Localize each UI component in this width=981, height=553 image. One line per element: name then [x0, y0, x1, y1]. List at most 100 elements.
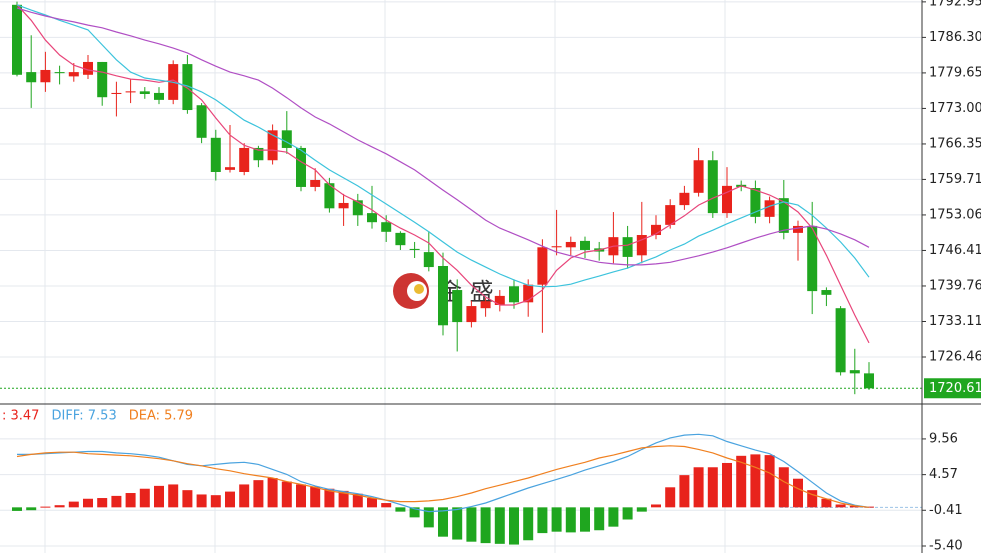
y-tick-label: 1746.41	[929, 243, 981, 258]
y-tick-label: 1792.95	[929, 0, 981, 9]
histogram-bar	[679, 475, 690, 508]
candle-body	[793, 225, 803, 233]
histogram-bar	[154, 485, 164, 508]
y-tick-label: 1739.76	[929, 278, 981, 293]
histogram-bar	[83, 498, 93, 508]
candle-body	[352, 200, 363, 216]
moving-average-line	[16, 4, 870, 288]
histogram-bar	[40, 506, 51, 508]
candle-body	[565, 241, 576, 248]
histogram-bar	[665, 487, 676, 508]
histogram-bar	[466, 507, 477, 542]
y-tick-label: 4.57	[929, 467, 958, 482]
last-price-label: 1720.61	[929, 381, 981, 396]
histogram-bar	[523, 507, 534, 541]
candle-body	[452, 290, 463, 323]
candle-body	[381, 222, 392, 232]
last-price-box	[924, 378, 981, 399]
candle-body	[239, 147, 250, 172]
histogram-bar	[395, 507, 406, 512]
histogram-bar	[580, 507, 590, 532]
histogram-bar	[352, 493, 363, 508]
histogram-bar	[480, 507, 491, 544]
histogram-bar	[509, 507, 519, 545]
y-tick-label: 1773.00	[929, 101, 981, 116]
y-tick-label: -5.40	[929, 538, 963, 553]
histogram-bar	[835, 504, 846, 508]
watermark: 金 盛	[393, 273, 494, 309]
candle-body	[864, 373, 874, 389]
y-tick-label: 9.56	[929, 431, 958, 446]
candle-body	[480, 301, 491, 309]
candle-body	[509, 286, 519, 303]
histogram-bar	[736, 455, 747, 508]
moving-average-line	[16, 4, 870, 344]
y-tick-label: -0.41	[929, 503, 963, 518]
y-tick-label: 1766.35	[929, 136, 981, 151]
candle-body	[764, 200, 775, 217]
histogram-bar	[551, 507, 562, 532]
candle-body	[182, 64, 193, 111]
histogram-bar	[97, 498, 108, 508]
y-tick-label: 1759.71	[929, 172, 981, 187]
candle-body	[324, 183, 335, 209]
histogram-bar	[296, 484, 306, 508]
candle-body	[68, 72, 79, 77]
histogram-bar	[438, 507, 448, 537]
histogram-bar	[239, 484, 250, 508]
candle-body	[636, 235, 647, 256]
candle-body	[438, 265, 448, 326]
candle-body	[97, 61, 108, 98]
candle-body	[111, 92, 122, 95]
y-tick-label: 1726.46	[929, 350, 981, 365]
legend-entry: : 3.47	[2, 409, 39, 424]
candle-body	[225, 167, 235, 170]
y-tick-label: 1786.30	[929, 30, 981, 45]
candle-body	[338, 202, 349, 209]
histogram-bar	[821, 498, 832, 508]
histogram-bar	[253, 480, 264, 508]
y-tick-label: 1733.11	[929, 314, 981, 329]
candle-body	[665, 205, 676, 225]
candle-body	[707, 160, 718, 214]
histogram-bar	[565, 507, 576, 533]
candle-body	[466, 306, 477, 323]
histogram-bar	[409, 507, 420, 518]
candle-body	[253, 147, 264, 161]
grid-layer	[0, 0, 922, 553]
candle-body	[83, 61, 93, 75]
candle-body	[40, 69, 51, 83]
histogram-bar	[849, 505, 860, 508]
histogram-bar	[707, 467, 718, 508]
histogram-bar	[622, 507, 633, 520]
candle-body	[523, 284, 534, 303]
histogram-bar	[12, 507, 22, 511]
candle-body	[537, 247, 548, 285]
histogram-bar	[608, 507, 619, 527]
candle-body	[267, 130, 278, 161]
candle-body	[622, 237, 633, 257]
candle-body	[125, 91, 136, 93]
histogram-bar	[210, 495, 221, 508]
legend-entry: DIFF: 7.53	[51, 409, 116, 424]
candle-body	[580, 240, 590, 250]
histogram-bar	[381, 503, 392, 508]
candle-body	[139, 91, 150, 95]
candle-body	[310, 180, 321, 187]
candle-body	[821, 290, 832, 295]
y-tick-label: 1753.06	[929, 207, 981, 222]
candle-body	[12, 4, 22, 75]
candle-body	[494, 295, 505, 305]
histogram-bar	[139, 488, 150, 508]
candle-body	[651, 224, 661, 236]
candle-body	[296, 147, 306, 187]
histogram-bar	[125, 493, 136, 508]
candle-body	[693, 160, 704, 193]
histogram-bar	[651, 504, 661, 508]
histogram-bar	[26, 507, 37, 511]
candle-body	[196, 105, 207, 138]
candle-body	[154, 92, 164, 100]
candle-body	[778, 198, 789, 233]
